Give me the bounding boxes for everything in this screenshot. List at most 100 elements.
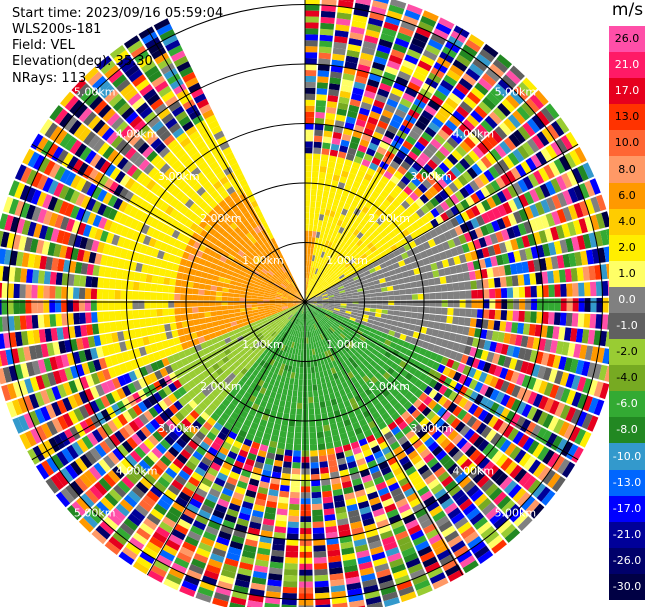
velocity-gate — [428, 285, 436, 293]
velocity-gate — [415, 540, 430, 552]
velocity-gate — [353, 263, 360, 270]
velocity-gate — [312, 324, 316, 331]
velocity-gate — [379, 348, 387, 356]
velocity-gate — [336, 246, 343, 254]
velocity-gate — [13, 315, 21, 331]
velocity-gate — [338, 96, 350, 105]
velocity-gate — [349, 233, 357, 241]
velocity-gate — [432, 269, 440, 278]
velocity-gate — [425, 44, 441, 56]
velocity-gate — [517, 274, 525, 286]
velocity-gate — [571, 313, 579, 327]
velocity-gate — [73, 274, 81, 287]
velocity-gate — [311, 378, 317, 385]
velocity-gate — [344, 449, 354, 458]
velocity-gate — [354, 341, 362, 349]
velocity-gate — [538, 167, 550, 182]
velocity-gate — [463, 388, 474, 400]
velocity-gate — [251, 576, 267, 585]
velocity-gate — [441, 410, 452, 422]
velocity-gate — [441, 124, 454, 136]
velocity-gate — [114, 290, 121, 300]
velocity-gate — [298, 385, 303, 392]
velocity-gate — [505, 276, 513, 287]
velocity-gate — [418, 372, 428, 382]
velocity-gate — [156, 292, 163, 301]
velocity-gate — [359, 164, 369, 173]
velocity-gate — [375, 234, 384, 242]
velocity-gate — [340, 296, 347, 300]
velocity-gate — [326, 537, 339, 545]
velocity-gate — [579, 431, 592, 448]
velocity-gate — [288, 509, 300, 517]
velocity-gate — [307, 385, 313, 392]
velocity-gate — [340, 170, 349, 179]
velocity-gate — [398, 283, 406, 290]
velocity-gate — [420, 15, 437, 28]
velocity-gate — [564, 152, 577, 169]
velocity-gate — [102, 289, 110, 300]
velocity-gate — [488, 363, 498, 375]
velocity-gate — [400, 20, 417, 32]
velocity-gate — [543, 382, 554, 397]
velocity-gate — [430, 170, 441, 182]
velocity-gate — [404, 87, 418, 98]
velocity-gate — [528, 323, 536, 336]
velocity-gate — [455, 264, 463, 274]
velocity-gate — [273, 423, 281, 431]
velocity-gate — [251, 306, 258, 311]
velocity-gate — [469, 512, 485, 526]
velocity-gate — [442, 558, 458, 572]
velocity-gate — [486, 209, 497, 222]
velocity-gate — [458, 397, 469, 409]
velocity-gate — [305, 254, 308, 261]
velocity-gate — [534, 90, 549, 106]
velocity-gate — [350, 441, 360, 450]
velocity-gate — [595, 314, 603, 329]
velocity-gate — [358, 273, 366, 279]
velocity-gate — [366, 277, 374, 283]
velocity-gate — [361, 352, 369, 360]
velocity-gate — [416, 443, 427, 455]
velocity-gate — [479, 384, 489, 396]
velocity-gate — [331, 286, 338, 291]
velocity-gate — [288, 515, 300, 523]
velocity-gate — [364, 297, 371, 301]
velocity-gate — [454, 225, 464, 236]
velocity-gate — [339, 90, 351, 99]
velocity-gate — [500, 310, 508, 321]
velocity-gate — [402, 460, 414, 471]
velocity-gate — [520, 335, 529, 348]
velocity-gate — [392, 114, 404, 124]
velocity-gate — [302, 331, 305, 338]
velocity-gate — [151, 275, 159, 284]
velocity-gate — [309, 266, 313, 273]
velocity-gate — [449, 64, 465, 77]
velocity-gate — [327, 549, 341, 557]
velocity-gate — [574, 146, 587, 164]
velocity-gate — [337, 285, 345, 290]
velocity-gate — [564, 327, 572, 342]
velocity-gate — [370, 190, 380, 200]
velocity-gate — [314, 207, 321, 214]
velocity-gate — [500, 457, 513, 472]
velocity-gate — [485, 152, 498, 165]
velocity-gate — [427, 368, 437, 378]
velocity-gate — [408, 130, 421, 141]
velocity-gate — [354, 489, 366, 498]
velocity-gate — [305, 46, 318, 53]
velocity-gate — [397, 103, 410, 114]
velocity-gate — [477, 409, 489, 422]
velocity-gate — [435, 433, 447, 445]
velocity-gate — [217, 319, 225, 326]
velocity-gate — [394, 416, 405, 426]
velocity-gate — [348, 364, 355, 372]
velocity-gate — [404, 445, 416, 456]
velocity-gate — [329, 423, 338, 431]
velocity-gate — [431, 116, 444, 129]
velocity-gate — [396, 272, 404, 280]
velocity-gate — [537, 411, 549, 426]
velocity-gate — [309, 426, 316, 433]
velocity-gate — [329, 348, 335, 355]
velocity-gate — [485, 429, 497, 442]
